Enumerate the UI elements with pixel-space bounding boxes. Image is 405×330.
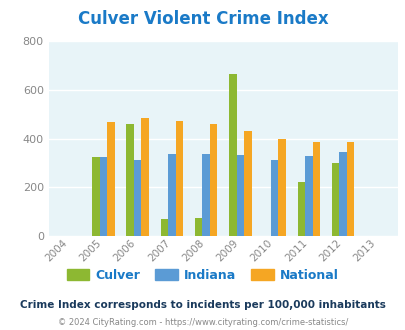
Bar <box>134 160 141 236</box>
Bar <box>126 123 134 236</box>
Bar <box>107 121 115 236</box>
Bar <box>297 182 305 236</box>
Text: Culver Violent Crime Index: Culver Violent Crime Index <box>77 10 328 28</box>
Bar <box>141 118 149 236</box>
Bar <box>331 163 339 236</box>
Bar <box>168 154 175 236</box>
Bar <box>278 139 285 236</box>
Text: Crime Index corresponds to incidents per 100,000 inhabitants: Crime Index corresponds to incidents per… <box>20 300 385 310</box>
Text: © 2024 CityRating.com - https://www.cityrating.com/crime-statistics/: © 2024 CityRating.com - https://www.city… <box>58 318 347 327</box>
Bar <box>160 219 168 236</box>
Bar <box>236 155 243 236</box>
Bar <box>194 218 202 236</box>
Bar <box>100 157 107 236</box>
Legend: Culver, Indiana, National: Culver, Indiana, National <box>62 264 343 287</box>
Bar <box>243 131 251 236</box>
Bar <box>202 154 209 236</box>
Bar <box>312 142 320 236</box>
Bar <box>346 142 354 236</box>
Bar <box>339 152 346 236</box>
Bar <box>209 124 217 236</box>
Bar <box>228 74 236 236</box>
Bar <box>305 156 312 236</box>
Bar <box>92 157 100 236</box>
Bar <box>175 121 183 236</box>
Bar <box>270 160 278 236</box>
